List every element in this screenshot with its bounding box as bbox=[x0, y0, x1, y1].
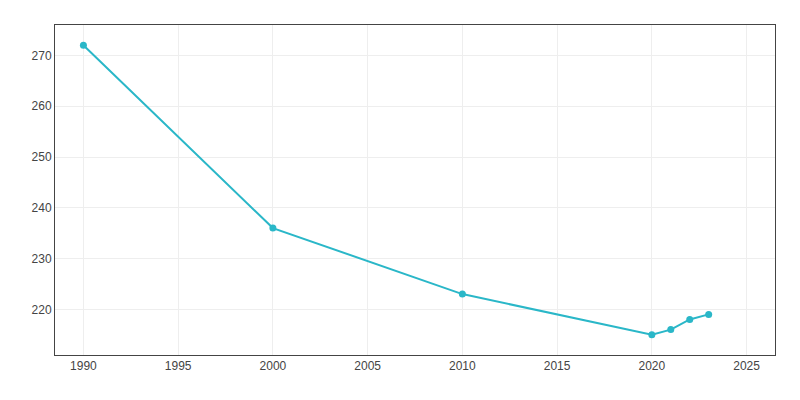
svg-text:2010: 2010 bbox=[449, 359, 476, 373]
svg-text:2005: 2005 bbox=[354, 359, 381, 373]
svg-text:220: 220 bbox=[32, 303, 52, 317]
svg-text:2000: 2000 bbox=[260, 359, 287, 373]
svg-text:2020: 2020 bbox=[638, 359, 665, 373]
svg-text:260: 260 bbox=[32, 99, 52, 113]
svg-text:1995: 1995 bbox=[165, 359, 192, 373]
svg-text:250: 250 bbox=[32, 150, 52, 164]
svg-text:2015: 2015 bbox=[544, 359, 571, 373]
svg-text:240: 240 bbox=[32, 201, 52, 215]
svg-text:270: 270 bbox=[32, 49, 52, 63]
svg-text:230: 230 bbox=[32, 252, 52, 266]
svg-text:1990: 1990 bbox=[70, 359, 97, 373]
svg-text:2025: 2025 bbox=[733, 359, 760, 373]
